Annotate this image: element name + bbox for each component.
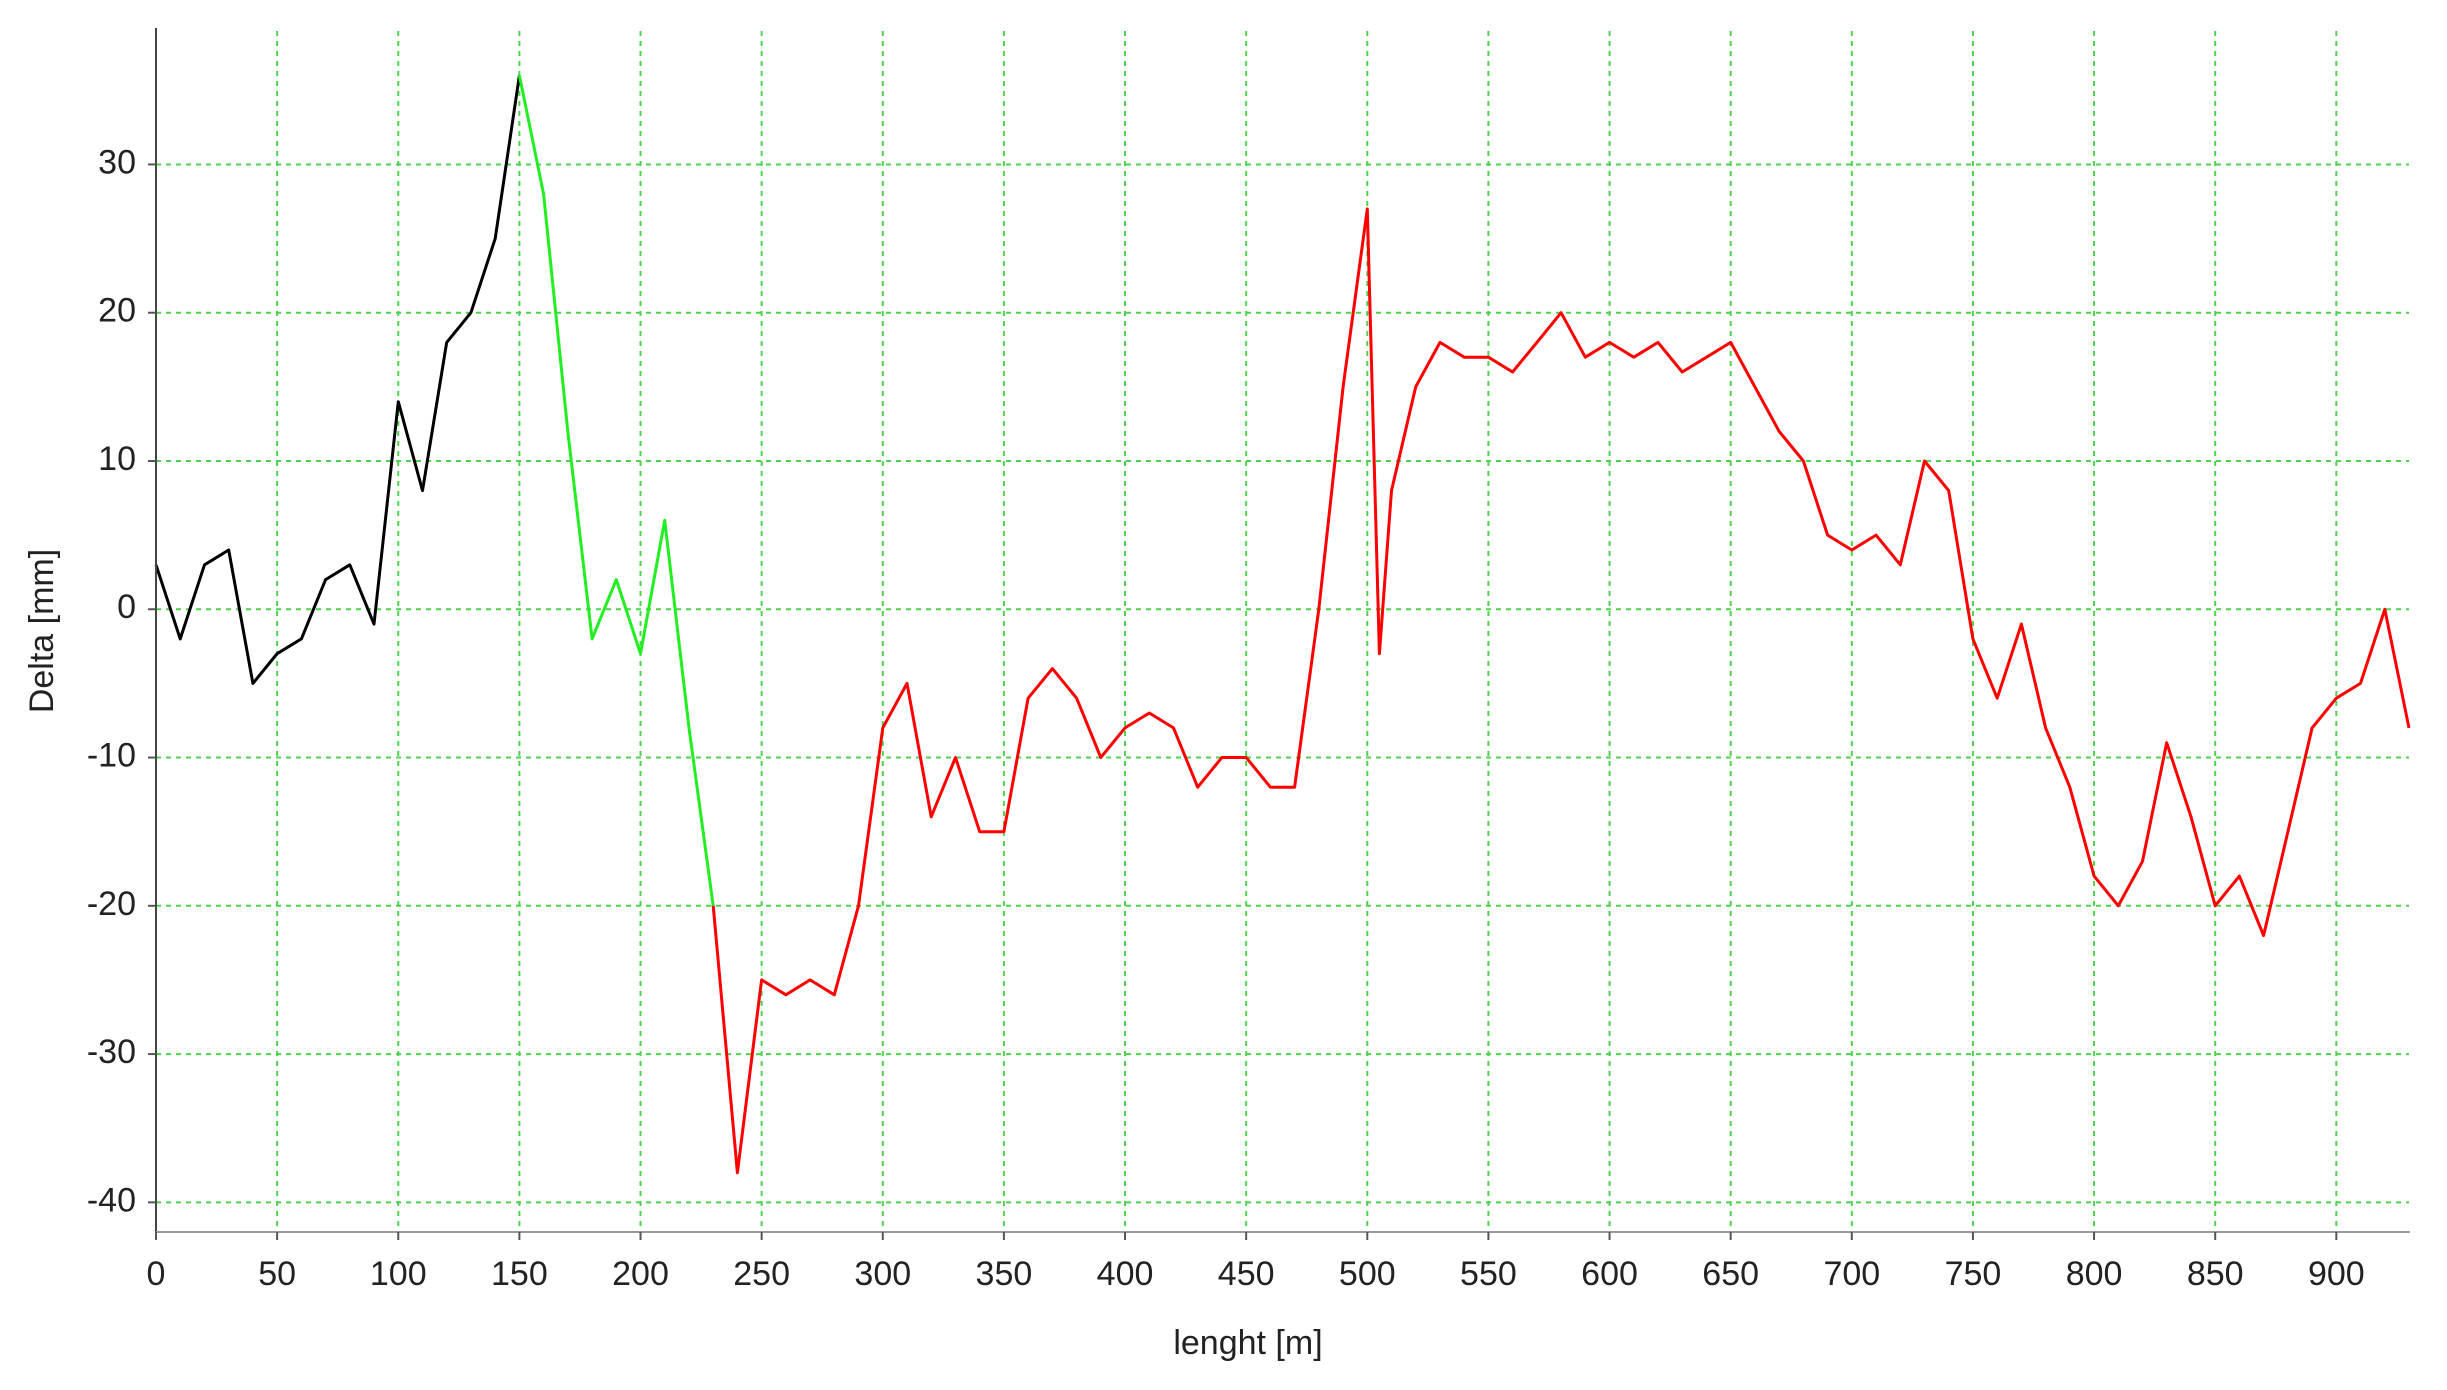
x-tick-label: 250 (733, 1255, 790, 1293)
x-tick-label: 650 (1702, 1255, 1759, 1293)
y-tick-label: 10 (98, 440, 136, 478)
x-tick-label: 750 (1945, 1255, 2002, 1293)
y-tick-label: 0 (117, 588, 136, 626)
x-axis-title: lenght [m] (1173, 1324, 1322, 1362)
x-tick-label: 300 (854, 1255, 911, 1293)
data-line (517, 75, 715, 907)
y-tick-label: 30 (98, 143, 136, 181)
x-tick-label: 350 (976, 1255, 1033, 1293)
y-tick-label: 20 (98, 292, 136, 330)
y-tick-label: -20 (87, 885, 136, 923)
x-tick-label: 150 (491, 1255, 548, 1293)
x-tick-label: 100 (370, 1255, 427, 1293)
x-tick-label: 800 (2066, 1255, 2123, 1293)
y-axis-title: Delta [mm] (23, 549, 61, 713)
y-tick-label: -10 (87, 737, 136, 775)
x-tick-label: 200 (612, 1255, 669, 1293)
x-tick-label: 400 (1097, 1255, 1154, 1293)
x-tick-label: 550 (1460, 1255, 1517, 1293)
y-tick-label: -30 (87, 1033, 136, 1071)
x-tick-label: 700 (1823, 1255, 1880, 1293)
x-tick-label: 600 (1581, 1255, 1638, 1293)
grid (156, 31, 2409, 1232)
y-tick-label: -40 (87, 1181, 136, 1219)
x-tick-label: 900 (2308, 1255, 2365, 1293)
x-tick-label: 450 (1218, 1255, 1275, 1293)
x-tick-label: 500 (1339, 1255, 1396, 1293)
lines (154, 75, 2411, 1175)
x-tick-label: 0 (147, 1255, 166, 1293)
data-line (711, 207, 2411, 1175)
x-tick-label: 850 (2187, 1255, 2244, 1293)
data-line (154, 75, 521, 685)
x-tick-label: 50 (258, 1255, 296, 1293)
